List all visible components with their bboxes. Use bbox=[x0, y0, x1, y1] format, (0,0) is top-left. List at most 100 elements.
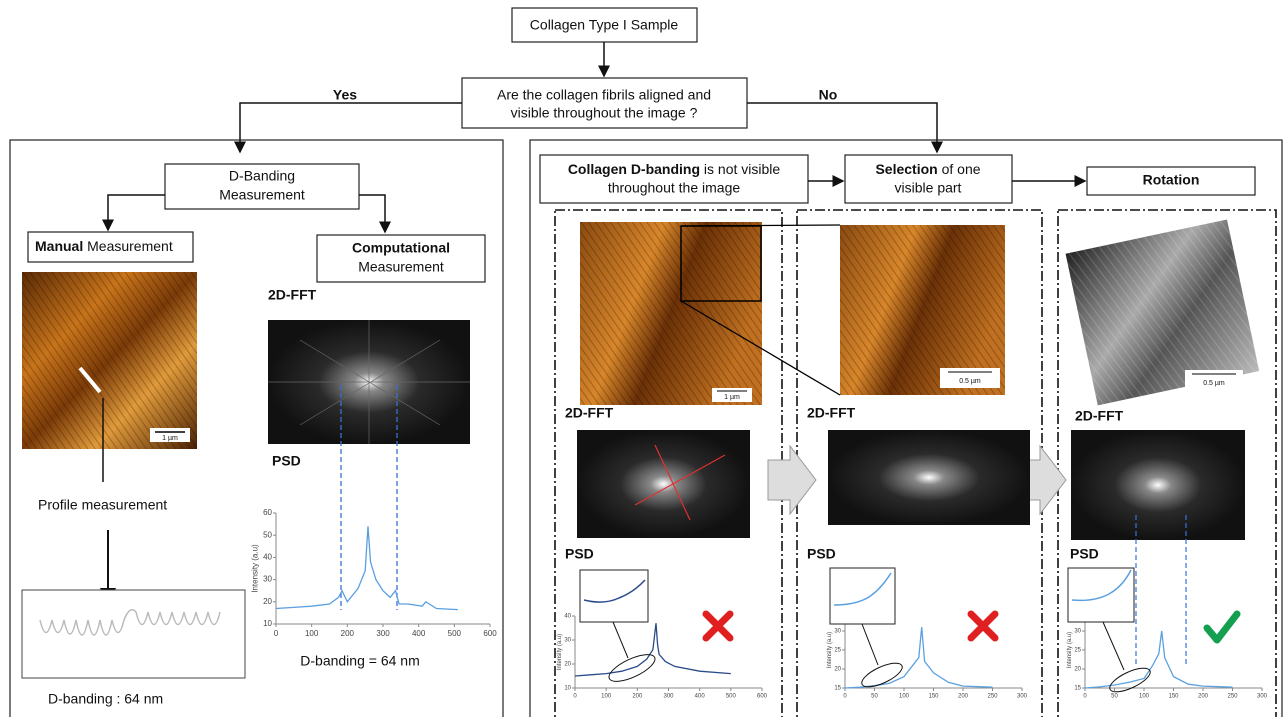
diagram: Collagen Type I Sample Are the collagen … bbox=[0, 0, 1285, 717]
step1-text: throughout the image bbox=[608, 180, 741, 196]
x-tick-label: 200 bbox=[1198, 694, 1209, 700]
psd-line bbox=[575, 623, 731, 676]
step2-bold: Selection bbox=[875, 161, 937, 177]
x-tick-label: 200 bbox=[958, 694, 969, 700]
profile-chart bbox=[22, 590, 245, 678]
manual-bold: Manual bbox=[35, 238, 83, 254]
x-tick-label: 300 bbox=[663, 694, 674, 700]
no-label: No bbox=[819, 87, 838, 103]
y-tick-label: 50 bbox=[263, 530, 272, 539]
step1-text: Collagen D-banding is not visible bbox=[568, 161, 781, 177]
y-tick-label: 30 bbox=[564, 638, 571, 644]
x-tick-label: 100 bbox=[305, 629, 319, 638]
comp-result: D-banding = 64 nm bbox=[300, 653, 419, 669]
y-tick-label: 30 bbox=[263, 575, 272, 584]
fft-image bbox=[828, 430, 1030, 525]
y-tick-label: 10 bbox=[564, 686, 571, 692]
accept-icon bbox=[1207, 614, 1237, 640]
x-tick-label: 500 bbox=[726, 694, 737, 700]
inset bbox=[830, 568, 895, 624]
step2-text: Selection of one bbox=[875, 161, 980, 177]
fft-label: 2D-FFT bbox=[565, 405, 614, 421]
arrow bbox=[108, 195, 165, 230]
step2-rest: of one bbox=[938, 161, 981, 177]
y-tick-label: 10 bbox=[263, 619, 272, 628]
psd-line bbox=[276, 526, 458, 609]
manual-result: D-banding : 64 nm bbox=[48, 691, 163, 707]
psd-line bbox=[1085, 631, 1233, 688]
psd-label: PSD bbox=[565, 546, 594, 562]
scale-bar-label: 1 µm bbox=[162, 435, 178, 442]
step3-text: Rotation bbox=[1143, 172, 1200, 188]
manual-text: Manual Measurement bbox=[35, 238, 173, 254]
y-tick-label: 20 bbox=[1074, 667, 1081, 673]
x-tick-label: 50 bbox=[871, 694, 878, 700]
x-tick-label: 50 bbox=[1111, 694, 1118, 700]
x-tick-label: 500 bbox=[448, 629, 462, 638]
x-tick-label: 300 bbox=[1017, 694, 1028, 700]
step2-text: visible part bbox=[895, 180, 962, 196]
reject-icon bbox=[971, 614, 995, 638]
yes-label: Yes bbox=[333, 87, 357, 103]
y-axis-label: Intensity (a.u) bbox=[827, 632, 833, 668]
x-tick-label: 0 bbox=[573, 694, 577, 700]
x-tick-label: 100 bbox=[899, 694, 910, 700]
x-tick-label: 0 bbox=[843, 694, 847, 700]
x-tick-label: 250 bbox=[1227, 694, 1238, 700]
fft-label: 2D-FFT bbox=[807, 405, 856, 421]
x-tick-label: 200 bbox=[632, 694, 643, 700]
x-tick-label: 200 bbox=[341, 629, 355, 638]
manual-rest: Measurement bbox=[83, 238, 173, 254]
step1-rest: is not visible bbox=[700, 161, 780, 177]
y-axis-label: Intensity (a.u) bbox=[1067, 632, 1073, 668]
y-tick-label: 20 bbox=[564, 662, 571, 668]
inset-link bbox=[1103, 622, 1124, 670]
arrow bbox=[240, 103, 462, 152]
y-tick-label: 40 bbox=[263, 553, 272, 562]
y-tick-label: 30 bbox=[834, 629, 841, 635]
scale-bar-label: 0.5 µm bbox=[1203, 380, 1225, 387]
x-tick-label: 100 bbox=[1139, 694, 1150, 700]
fft-image bbox=[577, 430, 750, 538]
psd-label: PSD bbox=[1070, 546, 1099, 562]
inset-link bbox=[862, 624, 878, 665]
arrow bbox=[747, 103, 937, 152]
y-tick-label: 25 bbox=[1074, 648, 1081, 654]
d-banding-text: D-Banding bbox=[229, 168, 295, 184]
y-tick-label: 15 bbox=[834, 686, 841, 692]
y-tick-label: 20 bbox=[263, 597, 272, 606]
y-axis-label: Intensity (a.u) bbox=[557, 634, 563, 670]
fft-label: 2D-FFT bbox=[268, 287, 317, 303]
inset-link bbox=[613, 622, 628, 658]
x-tick-label: 300 bbox=[376, 629, 390, 638]
x-tick-label: 300 bbox=[1257, 694, 1268, 700]
y-tick-label: 40 bbox=[564, 614, 571, 620]
x-tick-label: 100 bbox=[601, 694, 612, 700]
step-arrow bbox=[768, 446, 816, 514]
x-tick-label: 600 bbox=[757, 694, 768, 700]
computational-text: Measurement bbox=[358, 259, 444, 275]
question-text: visible throughout the image ? bbox=[511, 105, 698, 121]
x-tick-label: 0 bbox=[274, 629, 279, 638]
computational-text: Computational bbox=[352, 240, 450, 256]
scale-bar-label: 0.5 µm bbox=[959, 378, 981, 385]
y-axis-label: Intensity (a.u) bbox=[250, 544, 259, 593]
x-tick-label: 600 bbox=[483, 629, 497, 638]
profile-text: Profile measurement bbox=[38, 497, 167, 513]
x-tick-label: 250 bbox=[987, 694, 998, 700]
y-tick-label: 15 bbox=[1074, 686, 1081, 692]
inset bbox=[580, 570, 648, 622]
fft-label: 2D-FFT bbox=[1075, 408, 1124, 424]
step1-bold: Collagen D-banding bbox=[568, 161, 700, 177]
reject-icon bbox=[706, 614, 730, 638]
y-tick-label: 25 bbox=[834, 648, 841, 654]
x-tick-label: 0 bbox=[1083, 694, 1087, 700]
psd-label: PSD bbox=[807, 546, 836, 562]
x-tick-label: 150 bbox=[1168, 694, 1179, 700]
y-tick-label: 60 bbox=[263, 508, 272, 517]
arrow bbox=[359, 195, 385, 232]
root-text: Collagen Type I Sample bbox=[530, 17, 679, 33]
scale-bar-label: 1 µm bbox=[724, 394, 740, 401]
y-tick-label: 30 bbox=[1074, 629, 1081, 635]
inset bbox=[1068, 568, 1134, 622]
